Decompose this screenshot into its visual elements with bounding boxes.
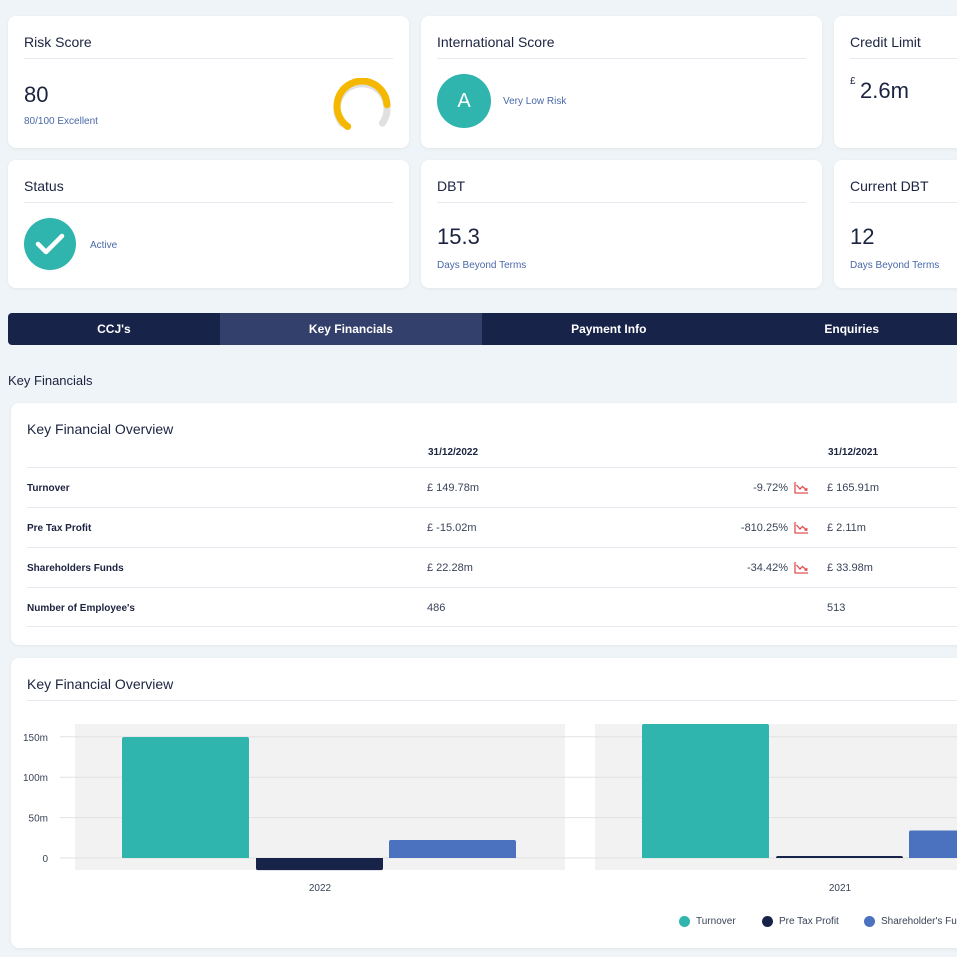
divider	[850, 202, 957, 203]
divider	[27, 700, 957, 701]
credit-limit-value: 2.6m	[860, 78, 909, 103]
row-label: Shareholders Funds	[27, 563, 124, 574]
divider	[24, 58, 393, 59]
dbt-card: DBT 15.3 Days Beyond Terms	[421, 160, 822, 288]
value-2022: £ 22.28m	[427, 562, 473, 574]
credit-limit-card: Credit Limit £ 2.6m	[834, 16, 957, 148]
value-2021: £ 165.91m	[827, 482, 879, 494]
table-row: Shareholders Funds £ 22.28m -34.42% £ 33…	[27, 547, 957, 587]
legend-label: Shareholder's Fu	[881, 916, 957, 927]
tab-key-financials[interactable]: Key Financials	[219, 313, 483, 345]
value-2021: £ 2.11m	[827, 522, 866, 534]
row-label: Number of Employee's	[27, 603, 135, 614]
value-2022: £ 149.78m	[427, 482, 479, 494]
change-percent: -810.25%	[740, 522, 788, 534]
legend-item-pre-tax-profit[interactable]: Pre Tax Profit	[762, 916, 839, 927]
international-risk-label: Very Low Risk	[503, 96, 567, 107]
y-tick-label: 100m	[23, 773, 48, 784]
value-2021: 513	[827, 602, 846, 614]
y-tick-label: 50m	[29, 814, 48, 825]
tab-payment-info[interactable]: Payment Info	[571, 322, 647, 336]
card-title: Current DBT	[850, 178, 929, 194]
card-title: Credit Limit	[850, 34, 921, 50]
legend-item-turnover[interactable]: Turnover	[679, 916, 736, 927]
status-badge	[24, 218, 76, 270]
currency-symbol: £	[850, 76, 856, 87]
current-dbt-card: Current DBT 12 Days Beyond Terms	[834, 160, 957, 288]
change-percent: -34.42%	[747, 562, 788, 574]
bar-shareholder-s-fu-2022	[389, 839, 516, 858]
tab-ccjs[interactable]: CCJ's	[97, 322, 131, 336]
card-title: Key Financial Overview	[27, 676, 174, 692]
check-icon	[35, 233, 65, 255]
legend-swatch	[762, 916, 773, 927]
row-label: Turnover	[27, 483, 70, 494]
card-title: Status	[24, 178, 64, 194]
dbt-value: 15.3	[437, 224, 480, 249]
table-row: Pre Tax Profit £ -15.02m -810.25% £ 2.11…	[27, 507, 957, 547]
bar-shareholder-s-fu-2021	[909, 830, 957, 858]
risk-score-subtitle: 80/100 Excellent	[24, 116, 98, 127]
international-score-card: International Score A Very Low Risk	[421, 16, 822, 148]
current-dbt-value: 12	[850, 224, 875, 249]
legend-swatch	[864, 916, 875, 927]
bar-pre-tax-profit-2021	[776, 856, 903, 858]
divider	[437, 58, 806, 59]
card-title: International Score	[437, 34, 555, 50]
section-heading: Key Financials	[8, 373, 93, 388]
section-tabs: CCJ's Key Financials Payment Info Enquir…	[8, 313, 957, 345]
bar-pre-tax-profit-2022	[256, 858, 383, 871]
legend-swatch	[679, 916, 690, 927]
card-title: Risk Score	[24, 34, 92, 50]
divider	[437, 202, 806, 203]
current-dbt-subtitle: Days Beyond Terms	[850, 260, 940, 271]
change-percent: -9.72%	[753, 482, 788, 494]
value-2021: £ 33.98m	[827, 562, 873, 574]
card-title: DBT	[437, 178, 465, 194]
divider	[24, 202, 393, 203]
tab-enquiries[interactable]: Enquiries	[824, 322, 880, 336]
legend-item-shareholders-funds[interactable]: Shareholder's Fu	[864, 916, 957, 927]
row-label: Pre Tax Profit	[27, 523, 92, 534]
risk-score-card: Risk Score 80 80/100 Excellent	[8, 16, 409, 148]
trend-down-icon	[794, 562, 808, 574]
y-tick-label: 150m	[23, 733, 48, 744]
risk-score-value: 80	[24, 82, 49, 107]
y-tick-label: 0	[42, 854, 48, 865]
table-row: Turnover £ 149.78m -9.72% £ 165.91m	[27, 467, 957, 507]
value-2022: 486	[427, 602, 446, 614]
x-tick-label: 2022	[309, 883, 332, 894]
bar-turnover-2022	[122, 736, 249, 858]
financial-bar-chart: 150m 100m 50m 0 2022 2021	[23, 723, 957, 894]
dbt-subtitle: Days Beyond Terms	[437, 260, 527, 271]
column-header-2021: 31/12/2021	[828, 447, 879, 458]
trend-down-icon	[794, 522, 808, 534]
status-label: Active	[90, 240, 118, 251]
table-row: Number of Employee's 486 513	[27, 587, 957, 627]
card-title: Key Financial Overview	[27, 421, 174, 437]
bar-turnover-2021	[642, 723, 769, 858]
financial-table: Turnover £ 149.78m -9.72% £ 165.91m Pre …	[11, 467, 957, 629]
value-2022: £ -15.02m	[427, 522, 477, 534]
divider	[850, 58, 957, 59]
key-financial-table-card: Key Financial Overview	[11, 403, 957, 645]
legend-label: Turnover	[696, 916, 736, 927]
x-tick-label: 2021	[829, 883, 852, 894]
risk-gauge-icon	[333, 78, 391, 130]
international-grade-badge: A	[437, 74, 491, 128]
status-card: Status Active	[8, 160, 409, 288]
trend-down-icon	[794, 482, 808, 494]
legend-label: Pre Tax Profit	[779, 916, 839, 927]
column-header-2022: 31/12/2022	[428, 447, 479, 458]
